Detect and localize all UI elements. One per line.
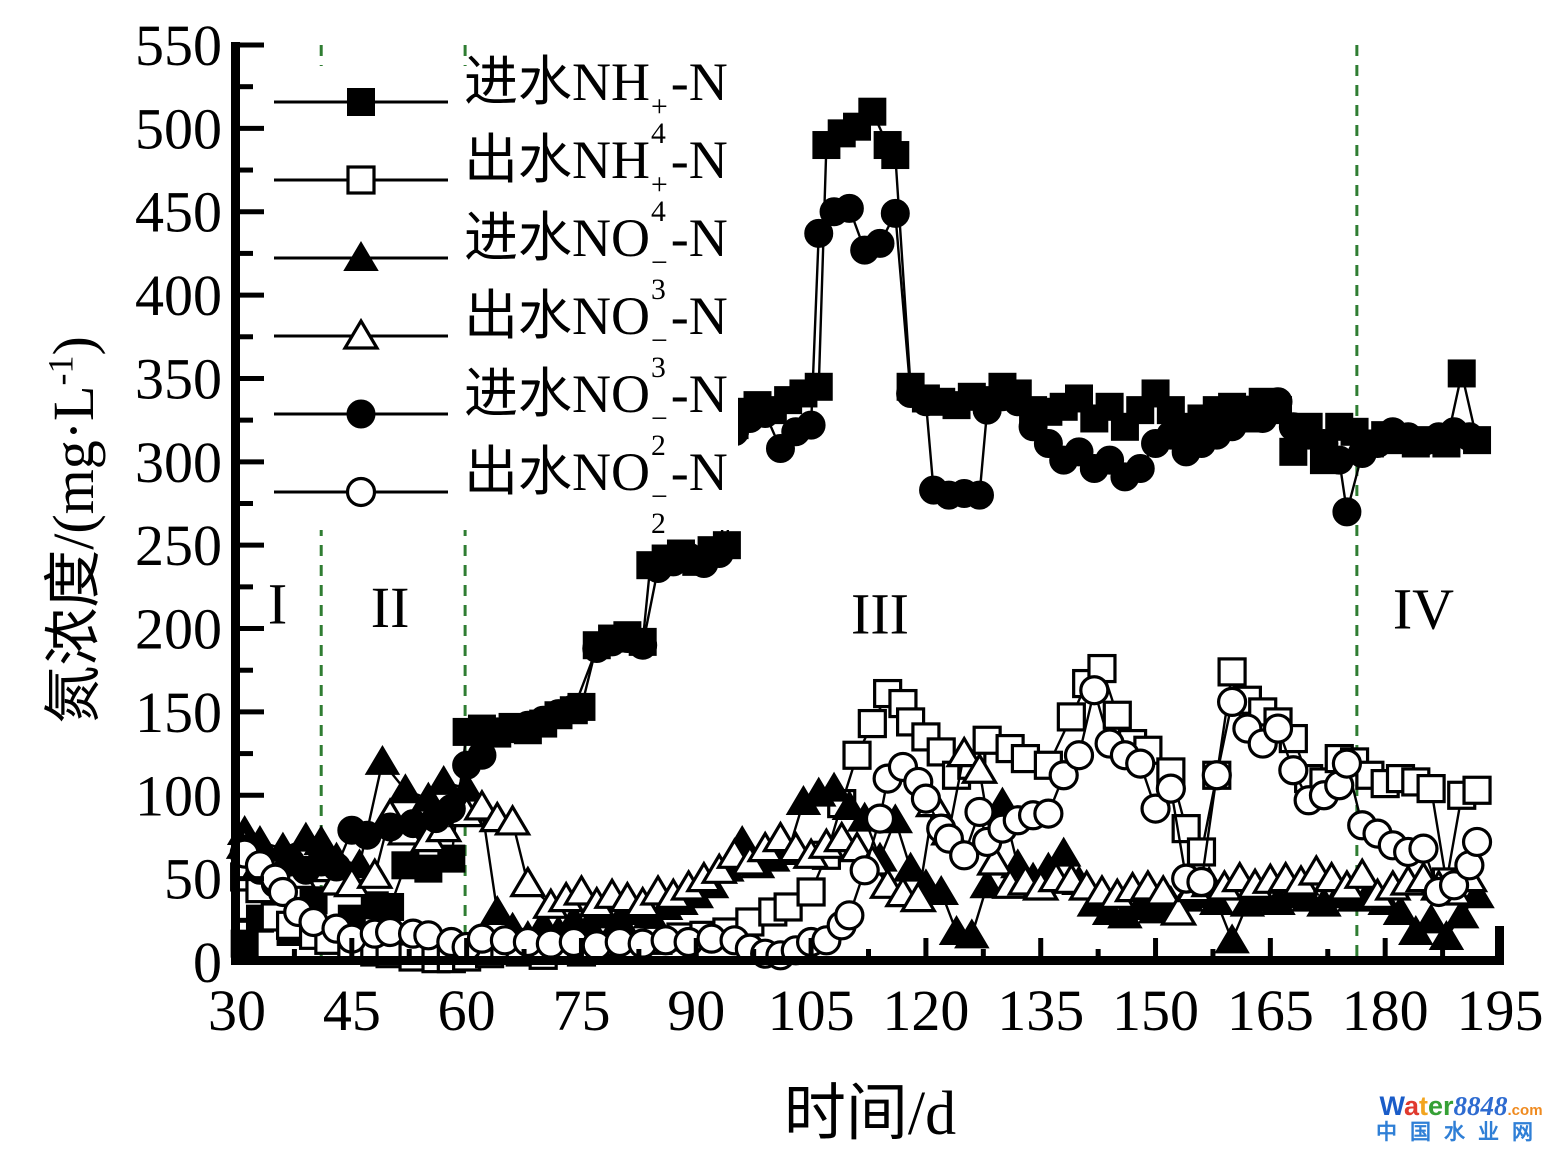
svg-text:300: 300: [135, 430, 222, 495]
svg-text:45: 45: [323, 978, 381, 1043]
water8848-watermark[interactable]: Water8848.com 中国水业网: [1376, 1090, 1546, 1144]
square-open-marker-icon: [274, 165, 448, 195]
svg-text:60: 60: [438, 978, 496, 1043]
legend-item-effluent-no3: 出水NO −3 -N: [272, 289, 728, 383]
svg-text:200: 200: [135, 597, 222, 662]
triangle-open-marker-icon: [274, 317, 448, 350]
legend-label: 进水NO −3 -N: [464, 208, 728, 307]
legend-label: 出水NO −2 -N: [464, 442, 728, 541]
svg-text:195: 195: [1457, 978, 1544, 1043]
legend-label: 进水NO −2 -N: [464, 364, 728, 463]
svg-text:II: II: [371, 575, 410, 640]
svg-text:450: 450: [135, 180, 222, 245]
legend-item-influent-nh4: 进水NH +4 -N: [272, 55, 728, 149]
svg-text:150: 150: [135, 680, 222, 745]
svg-text:120: 120: [882, 978, 969, 1043]
square-filled-marker-icon: [274, 88, 448, 116]
y-axis-title: 氮浓度/(mg·L-1): [40, 336, 106, 724]
legend-item-effluent-nh4: 出水NH +4 -N: [272, 133, 728, 227]
svg-text:105: 105: [768, 978, 855, 1043]
legend-label: 出水NH +4 -N: [464, 130, 728, 229]
svg-text:100: 100: [135, 763, 222, 828]
svg-text:180: 180: [1342, 978, 1429, 1043]
svg-text:250: 250: [135, 513, 222, 578]
legend-item-effluent-no2: 出水NO −2 -N: [272, 445, 728, 539]
water8848-logo: Water8848.com: [1379, 1090, 1543, 1121]
svg-text:350: 350: [135, 346, 222, 411]
svg-text:90: 90: [667, 978, 725, 1043]
svg-text:IV: IV: [1393, 577, 1454, 642]
svg-text:165: 165: [1227, 978, 1314, 1043]
legend: 进水NH +4 -N 出水NH +4 -N 进水NO −3 -N 出水NO −3 -N 进水NO…: [266, 55, 738, 539]
svg-text:150: 150: [1112, 978, 1199, 1043]
circle-filled-marker-icon: [274, 399, 448, 429]
svg-text:135: 135: [997, 978, 1084, 1043]
legend-label: 进水NH +4 -N: [464, 52, 728, 151]
legend-item-influent-no3: 进水NO −3 -N: [272, 211, 728, 305]
svg-text:I: I: [268, 572, 287, 637]
legend-label: 出水NO −3 -N: [464, 286, 728, 385]
svg-text:400: 400: [135, 263, 222, 328]
triangle-filled-marker-icon: [274, 241, 448, 271]
legend-item-influent-no2: 进水NO −2 -N: [272, 367, 728, 461]
svg-text:550: 550: [135, 13, 222, 78]
x-axis-title: 时间/d: [783, 1080, 957, 1148]
svg-text:500: 500: [135, 96, 222, 161]
svg-text:30: 30: [208, 978, 266, 1043]
svg-text:75: 75: [552, 978, 610, 1043]
circle-open-marker-icon: [274, 476, 448, 508]
svg-text:50: 50: [164, 847, 222, 912]
svg-text:III: III: [851, 582, 909, 647]
watermark-subtitle: 中国水业网: [1376, 1120, 1546, 1144]
svg-text:0: 0: [193, 930, 222, 995]
